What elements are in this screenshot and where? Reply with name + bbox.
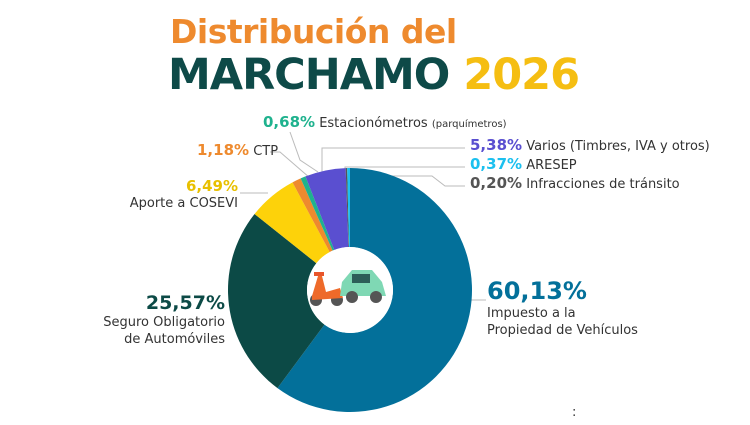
- name-ctp: CTP: [253, 144, 279, 159]
- slice-5: [305, 168, 349, 250]
- slice-2: [254, 182, 330, 264]
- pct-cosevi: 6,49%: [185, 177, 238, 195]
- name-varios: Varios (Timbres, IVA y otros): [526, 139, 710, 154]
- name-cosevi: Aporte a COSEVI: [129, 196, 238, 211]
- name-aresep: ARESEP: [526, 158, 577, 173]
- name-estacionometros: Estacionómetros: [319, 116, 428, 131]
- name-impuesto-2: Propiedad de Vehículos: [487, 323, 638, 338]
- leader-line-varios: [321, 147, 465, 172]
- title-line1: Distribución del: [170, 12, 457, 51]
- pct-infracciones: 0,20%: [470, 174, 523, 192]
- title-marchamo: MARCHAMO: [168, 50, 450, 100]
- label-ctp: 1,18% CTP: [197, 142, 278, 160]
- label-cosevi: 6,49% Aporte a COSEVI: [130, 178, 238, 212]
- pct-seguro: 25,57%: [145, 292, 225, 314]
- slice-7: [347, 168, 350, 248]
- slice-0: [277, 168, 472, 412]
- pct-estacionometros: 0,68%: [263, 113, 316, 131]
- label-seguro: 25,57% Seguro Obligatorio de Automóviles: [103, 292, 225, 348]
- label-aresep: 0,37% ARESEP: [470, 156, 577, 174]
- title-year: 2026: [463, 50, 580, 100]
- label-infracciones: 0,20% Infracciones de tránsito: [470, 175, 680, 193]
- slice-3: [292, 178, 333, 253]
- sublabel-estacionometros: (parquímetros): [431, 119, 507, 130]
- name-impuesto-1: Impuesto a la: [487, 306, 576, 321]
- slice-6: [345, 168, 350, 248]
- title-line2: MARCHAMO 2026: [168, 50, 580, 100]
- name-seguro-2: de Automóviles: [124, 332, 225, 347]
- label-varios: 5,38% Varios (Timbres, IVA y otros): [470, 137, 710, 155]
- pct-ctp: 1,18%: [197, 141, 250, 159]
- name-infracciones: Infracciones de tránsito: [526, 177, 680, 192]
- leader-line-estacionometros: [289, 131, 319, 173]
- pct-impuesto: 60,13%: [487, 277, 587, 305]
- leader-line-ctp: [270, 151, 311, 179]
- pct-varios: 5,38%: [470, 136, 523, 154]
- label-impuesto: 60,13% Impuesto a la Propiedad de Vehículo…: [487, 277, 638, 339]
- label-estacionometros: 0,68% Estacionómetros (parquímetros): [263, 114, 507, 133]
- slice-1: [228, 214, 325, 389]
- slice-4: [300, 176, 335, 251]
- name-seguro-1: Seguro Obligatorio: [103, 315, 225, 330]
- footer-mark: :: [572, 405, 577, 420]
- scooter-and-car-icon: [310, 270, 386, 306]
- pct-aresep: 0,37%: [470, 155, 523, 173]
